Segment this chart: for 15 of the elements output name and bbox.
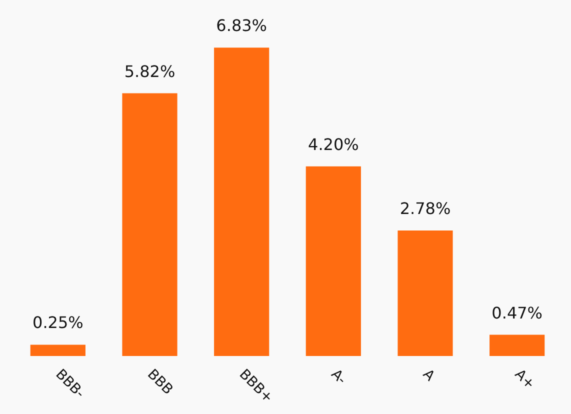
bar bbox=[122, 93, 178, 356]
data-label: 4.20% bbox=[308, 134, 359, 154]
x-tick-label: A+ bbox=[511, 366, 538, 393]
x-tick-label: A bbox=[420, 366, 438, 385]
bar bbox=[30, 344, 86, 356]
bar bbox=[490, 334, 545, 356]
bar bbox=[306, 166, 361, 356]
data-label: 0.25% bbox=[32, 313, 84, 332]
data-label: 2.78% bbox=[400, 199, 451, 218]
bar bbox=[214, 48, 270, 356]
x-tick-label: A- bbox=[328, 366, 350, 388]
data-label: 5.82% bbox=[124, 62, 176, 81]
data-label: 0.47% bbox=[492, 303, 542, 322]
data-label: 6.83% bbox=[216, 16, 267, 36]
bar bbox=[398, 230, 453, 356]
